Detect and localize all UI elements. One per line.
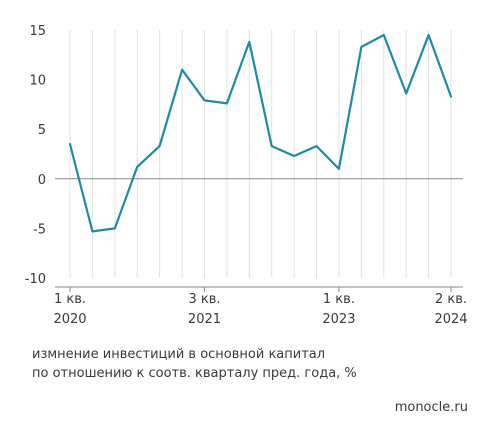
source-label: monocle.ru (394, 400, 468, 415)
chart-caption: измнение инвестиций в основной капитал п… (32, 345, 357, 383)
y-tick-label: 15 (29, 24, 46, 39)
y-axis: 15 10 5 0 -5 -10 (25, 24, 46, 287)
series-line (68, 33, 453, 233)
x-tick-label-quarter: 1 кв. (323, 292, 355, 307)
x-tick-label-quarter: 2 кв. (435, 292, 467, 307)
line-chart: 15 10 5 0 -5 -10 1 кв. 2020 3 кв. 2021 1 кв. 2023 2… (25, 24, 468, 327)
x-axis: 1 кв. 2020 3 кв. 2021 1 кв. 2023 2 кв. 2024 (53, 286, 468, 327)
caption-line-2: по отношению к соотв. кварталу пред. год… (32, 366, 357, 381)
x-tick-label-quarter: 1 кв. (54, 292, 86, 307)
y-tick-label: -10 (25, 272, 46, 287)
y-tick-label: 10 (29, 74, 46, 89)
x-tick-label-year: 2021 (188, 312, 221, 327)
x-tick-label-quarter: 3 кв. (188, 292, 220, 307)
y-tick-label: 0 (38, 173, 46, 188)
caption-line-1: измнение инвестиций в основной капитал (32, 347, 326, 362)
y-tick-label: -5 (33, 222, 46, 237)
x-tick-label-year: 2023 (322, 312, 355, 327)
y-tick-label: 5 (38, 123, 46, 138)
x-tick-label-year: 2020 (53, 312, 86, 327)
chart-grid (55, 30, 463, 278)
chart-series (68, 33, 453, 233)
x-tick-label-year: 2024 (434, 312, 467, 327)
